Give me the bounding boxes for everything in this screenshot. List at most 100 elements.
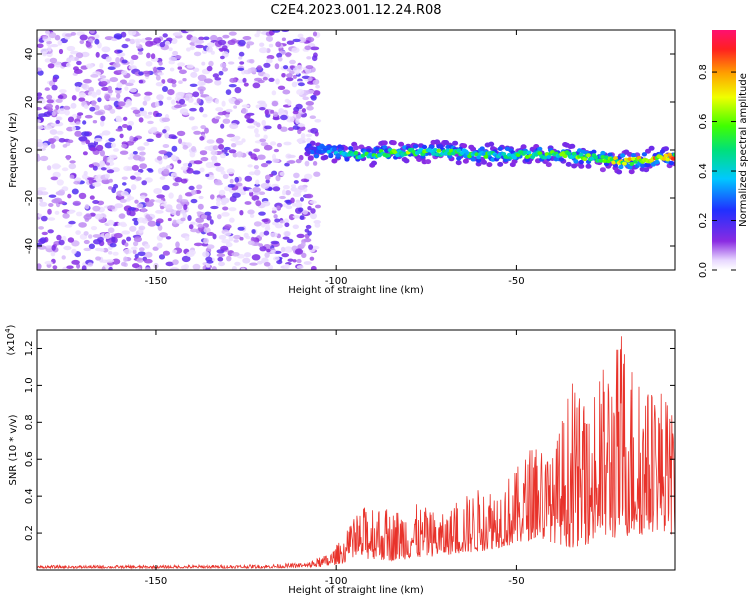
- spectrogram-noise-cell: [268, 43, 274, 48]
- spectrogram-noise-cell: [312, 79, 319, 85]
- spectrogram-noise-cell: [216, 253, 226, 258]
- spectrogram-signal-cell: [523, 150, 528, 155]
- spectrogram-noise-cell: [155, 133, 162, 138]
- spectrogram-noise-cell: [295, 158, 302, 164]
- spectrogram-signal-cell: [589, 156, 595, 161]
- spectrogram-noise-cell: [57, 95, 64, 99]
- spectrogram-signal-cell: [593, 155, 599, 160]
- spectrogram-noise-cell: [307, 206, 312, 211]
- spectrogram-noise-cell: [43, 125, 52, 130]
- spectrogram-noise-cell: [145, 37, 153, 41]
- spectrogram-noise-cell: [214, 79, 222, 86]
- spectrogram-signal-cell: [474, 152, 480, 157]
- spectrogram-noise-cell: [162, 250, 170, 256]
- spectrogram-noise-cell: [276, 52, 283, 58]
- spectrogram-signal-cell: [665, 157, 671, 162]
- spectrogram-noise-cell: [170, 37, 178, 45]
- spectrogram-noise-cell: [67, 116, 75, 123]
- spectrogram-noise-cell: [85, 63, 94, 69]
- spectrogram-noise-cell: [305, 67, 312, 74]
- spectrogram-noise-cell: [88, 234, 93, 239]
- spectrogram-signal-cell: [515, 153, 521, 157]
- y-tick-label: 1.0: [24, 377, 35, 393]
- spectrogram-noise-cell: [37, 125, 44, 130]
- spectrogram-noise-cell: [177, 159, 182, 164]
- spectrogram-noise-cell: [44, 58, 52, 63]
- spectrogram-noise-cell: [296, 258, 302, 264]
- spectrogram-noise-cell: [259, 246, 267, 252]
- spectrogram-noise-cell: [89, 106, 96, 112]
- spectrogram-noise-cell: [304, 45, 312, 51]
- spectrogram-noise-cell: [289, 65, 295, 69]
- spectrogram-noise-cell: [47, 63, 55, 69]
- spectrogram-noise-cell: [293, 180, 299, 184]
- spectrogram-noise-cell: [169, 67, 175, 72]
- spectrogram-signal-cell: [599, 167, 606, 173]
- spectrogram-noise-cell: [233, 234, 242, 240]
- spectrogram-noise-cell: [181, 265, 187, 270]
- spectrogram-noise-cell: [91, 100, 97, 107]
- spectrogram-noise-cell: [145, 201, 154, 207]
- spectrogram-noise-cell: [99, 160, 105, 166]
- spectrogram-noise-cell: [123, 256, 128, 263]
- spectrogram-noise-cell: [254, 183, 260, 187]
- spectrogram-signal-cell: [398, 141, 405, 147]
- spectrogram-noise-cell: [146, 138, 154, 142]
- spectrogram-noise-cell: [244, 201, 252, 205]
- spectrogram-noise-cell: [201, 214, 208, 219]
- spectrogram-noise-cell: [205, 173, 210, 177]
- spectrogram-signal-cell: [403, 158, 410, 164]
- spectrogram-noise-cell: [277, 85, 286, 91]
- spectrogram-noise-cell: [45, 245, 54, 249]
- spectrogram-noise-cell: [258, 243, 264, 248]
- spectrogram-noise-cell: [72, 200, 82, 206]
- spectrogram-x-label: Height of straight line (km): [288, 285, 424, 296]
- spectrogram-noise-cell: [291, 47, 300, 53]
- snr-axes: -150 -100 -50 0.2 0.4 0.6 0.8 1.0 1.2: [24, 330, 675, 587]
- spectrogram-noise-cell: [66, 62, 71, 68]
- spectrogram-signal-cell: [585, 163, 592, 169]
- spectrogram-noise-cell: [119, 198, 127, 203]
- spectrogram-noise-cell: [178, 80, 183, 84]
- spectrogram-noise-cell: [141, 217, 148, 224]
- spectrogram-noise-cell: [156, 155, 163, 161]
- spectrogram-noise-cell: [204, 211, 212, 216]
- spectrogram-noise-cell: [238, 39, 246, 47]
- spectrogram-noise-cell: [42, 35, 49, 39]
- spectrogram-noise-cell: [162, 129, 167, 134]
- spectrogram-noise-cell: [285, 73, 293, 78]
- spectrogram-noise-cell: [221, 100, 226, 107]
- spectrogram-noise-cell: [259, 107, 266, 111]
- spectrogram-noise-cell: [68, 220, 76, 225]
- spectrogram-noise-cell: [113, 148, 119, 152]
- spectrogram-noise-cell: [139, 163, 148, 170]
- spectrogram-noise-cell: [97, 97, 102, 103]
- spectrogram-noise-cell: [272, 116, 280, 121]
- spectrogram-signal-cell: [335, 153, 341, 158]
- spectrogram-noise-cell: [130, 175, 136, 180]
- spectrogram-signal-cell: [512, 155, 517, 160]
- spectrogram-noise-cell: [249, 59, 255, 64]
- spectrogram-noise-cell: [263, 262, 271, 267]
- spectrogram-noise-cell: [79, 34, 88, 41]
- spectrogram-noise-cell: [51, 84, 58, 91]
- spectrogram-noise-cell: [215, 166, 225, 172]
- spectrogram-noise-cell: [226, 168, 235, 175]
- spectrogram-noise-cell: [220, 62, 227, 68]
- spectrogram-noise-cell: [112, 62, 121, 68]
- spectrogram-noise-cell: [66, 210, 75, 215]
- spectrogram-noise-cell: [203, 36, 210, 41]
- spectrogram-noise-cell: [229, 123, 239, 130]
- spectrogram-noise-cell: [271, 100, 279, 107]
- spectrogram-noise-cell: [126, 236, 132, 242]
- spectrogram-noise-cell: [279, 171, 285, 176]
- spectrogram-noise-cell: [183, 204, 188, 211]
- spectrogram-noise-cell: [52, 76, 58, 83]
- spectrogram-signal-cell: [418, 147, 424, 152]
- spectrogram-noise-cell: [147, 169, 154, 173]
- spectrogram-noise-cell: [157, 224, 163, 231]
- spectrogram-noise-cell: [265, 160, 272, 164]
- spectrogram-noise-cell: [118, 213, 126, 219]
- spectrogram-noise-cell: [171, 83, 177, 88]
- spectrogram-noise-cell: [85, 139, 90, 145]
